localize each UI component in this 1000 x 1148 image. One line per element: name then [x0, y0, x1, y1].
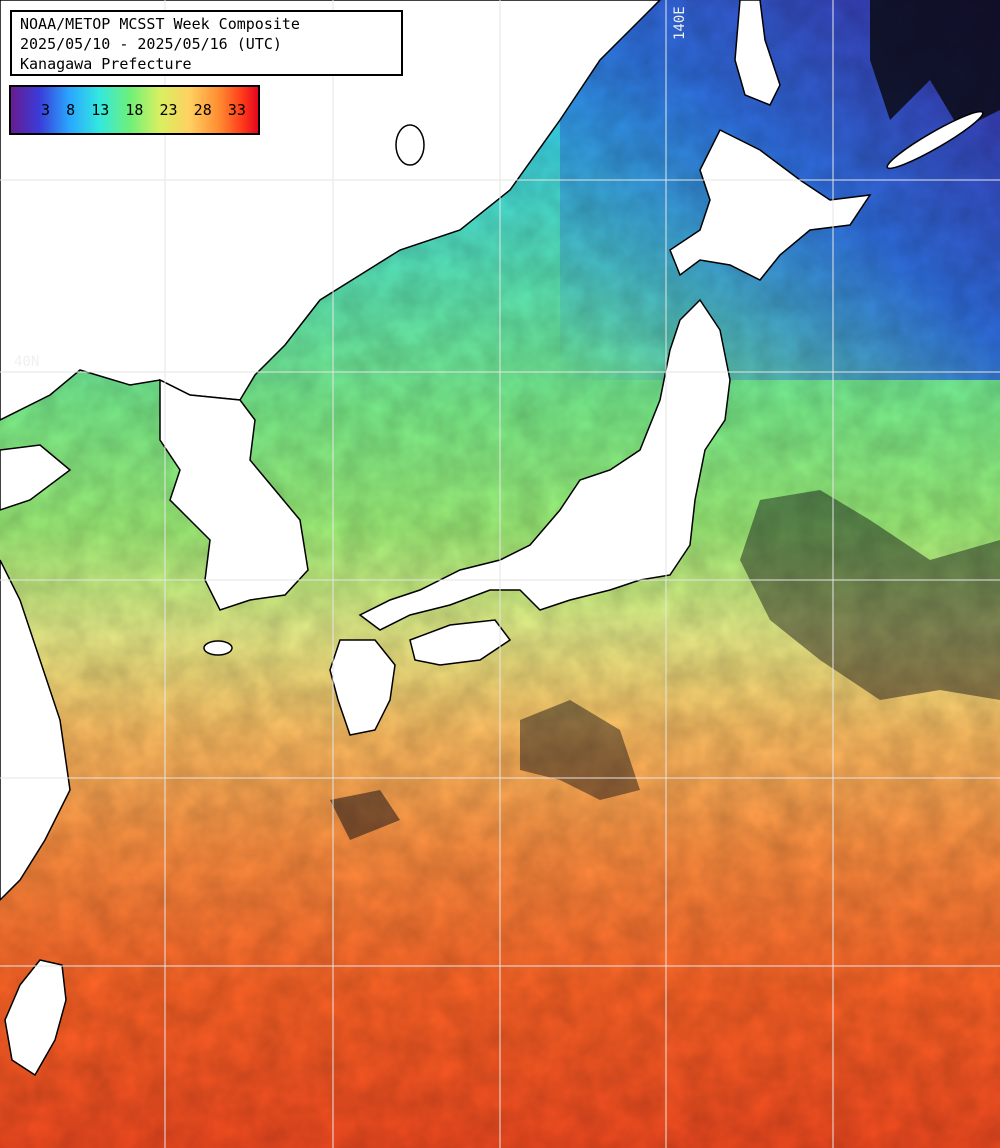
china-coast [0, 444, 72, 511]
colorbar-tick: 33 [227, 100, 246, 119]
taiwan [4, 959, 67, 1077]
colorbar-tick: 18 [125, 100, 144, 119]
kamchatka-tip [886, 110, 984, 170]
title-line-region: Kanagawa Prefecture [20, 55, 192, 73]
hokkaido [669, 128, 872, 281]
shikoku [409, 619, 512, 666]
colorbar-tick: 8 [66, 100, 76, 119]
lat-label-40n: 40N [14, 354, 39, 370]
colorbar-tick: 3 [41, 100, 51, 119]
colorbar-tick: 23 [159, 100, 178, 119]
colorbar-tick: 13 [91, 100, 110, 119]
island-north-sea [395, 124, 425, 166]
lon-label-140e: 140E [672, 6, 688, 40]
jeju-island [203, 640, 233, 656]
sakhalin [734, 0, 781, 106]
colorbar-legend: 3 8 13 18 23 28 33 [9, 85, 260, 135]
colorbar-tick: 28 [193, 100, 212, 119]
korean-peninsula [159, 378, 309, 611]
colorbar-gradient [9, 85, 260, 135]
cloud-masks [330, 0, 1000, 840]
china-coast-south [0, 559, 71, 902]
title-line-dates: 2025/05/10 - 2025/05/16 (UTC) [20, 35, 282, 53]
title-panel: NOAA/METOP MCSST Week Composite 2025/05/… [10, 10, 403, 76]
honshu [358, 298, 731, 631]
title-line-product: NOAA/METOP MCSST Week Composite [20, 15, 300, 33]
